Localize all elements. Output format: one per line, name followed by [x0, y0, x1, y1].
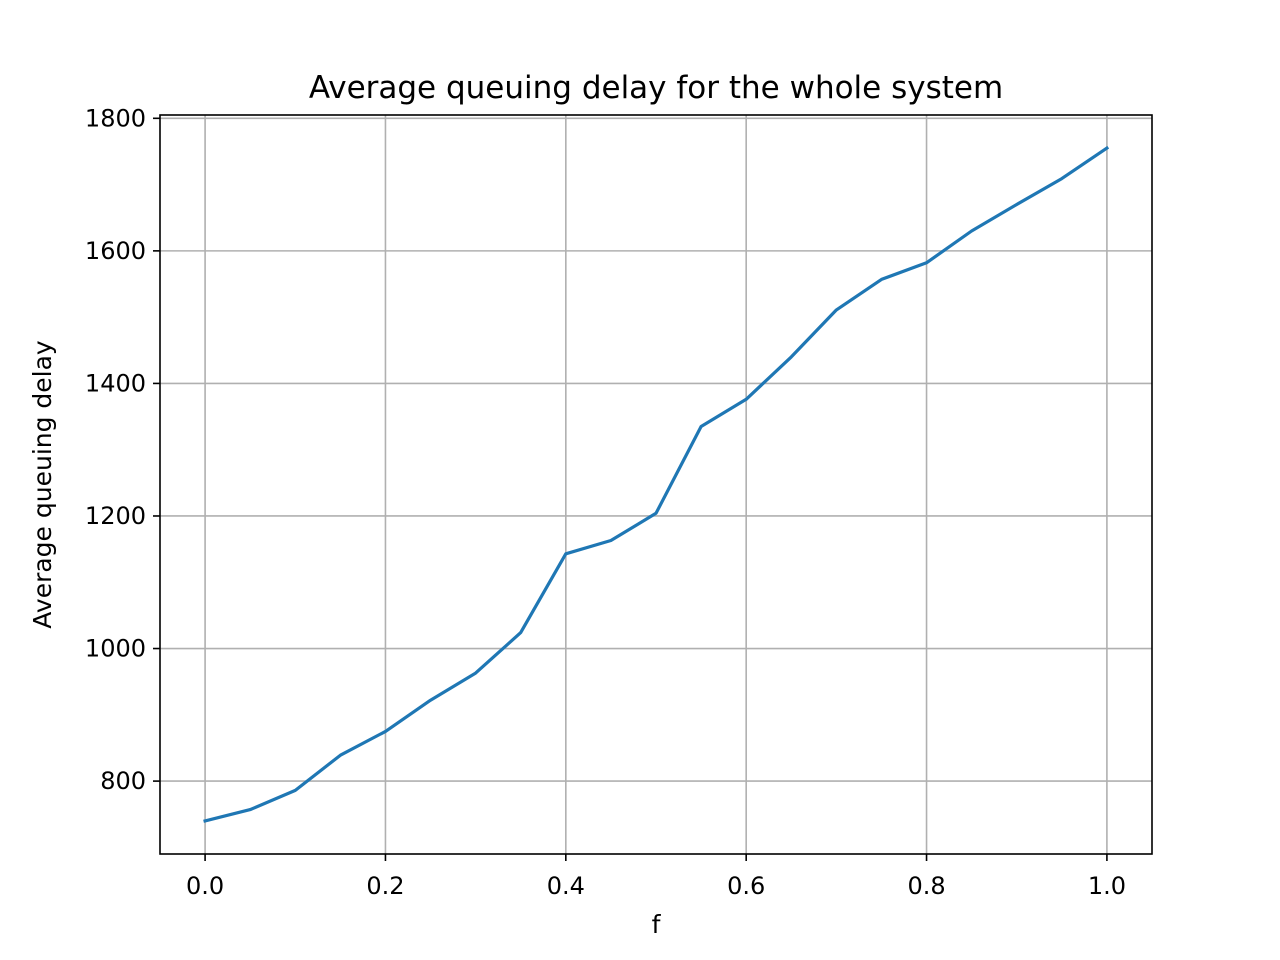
y-tick-label: 1200 — [85, 502, 146, 530]
plot-frame — [159, 114, 1153, 855]
y-tick-label: 1000 — [85, 635, 146, 663]
series-layer — [203, 145, 1110, 823]
ticks: 0.0 0.2 0.4 0.6 0.8 1.0 800 1000 1200 1400 1600 180… — [85, 104, 1126, 900]
x-tick-label: 0.6 — [727, 872, 765, 900]
y-tick-label: 1600 — [85, 237, 146, 265]
y-tick-label: 1400 — [85, 369, 146, 397]
x-tick-label: 0.0 — [186, 872, 224, 900]
series-line — [203, 145, 1110, 823]
x-tick-label: 0.4 — [547, 872, 585, 900]
y-tick-label: 800 — [100, 767, 146, 795]
y-tick-label: 1800 — [85, 104, 146, 132]
x-tick-label: 0.8 — [907, 872, 945, 900]
x-axis-label: f — [652, 910, 662, 939]
y-axis-label: Average queuing delay — [28, 340, 57, 629]
x-tick-label: 1.0 — [1088, 872, 1126, 900]
grid — [160, 115, 1152, 854]
chart-title: Average queuing delay for the whole syst… — [309, 70, 1003, 106]
x-tick-label: 0.2 — [366, 872, 404, 900]
